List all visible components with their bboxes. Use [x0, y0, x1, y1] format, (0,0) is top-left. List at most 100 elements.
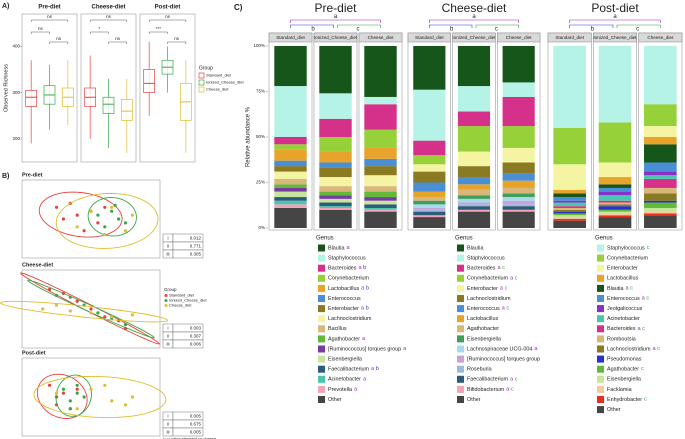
legend-swatch — [597, 406, 604, 414]
scatter-point — [103, 315, 107, 319]
legend-swatch — [597, 396, 604, 403]
legend-label: Staphylococcus — [467, 256, 505, 262]
legend-swatch — [198, 72, 205, 79]
confidence-ellipse — [55, 374, 92, 417]
scatter-point — [82, 395, 86, 399]
legend-swatch — [457, 375, 464, 383]
bar-segment — [644, 104, 677, 127]
legend-swatch — [597, 295, 604, 302]
legend-swatch — [164, 304, 168, 307]
scatter-point — [68, 309, 72, 313]
strip — [547, 32, 592, 43]
legend-title: Genus — [455, 236, 473, 242]
bar-segment — [364, 129, 397, 148]
legend-label: Faecalibacterium — [328, 367, 370, 373]
bar-segment — [364, 204, 397, 208]
legend-label: Acinetobacter — [328, 377, 361, 383]
legend-label: Enterococcus — [328, 296, 361, 302]
significance-letters: a c — [642, 296, 650, 302]
legend-label: Bacteroides — [467, 266, 496, 272]
comparison-bracket — [429, 19, 519, 23]
significance-label: ns — [47, 14, 53, 19]
scatter-point — [130, 313, 134, 317]
legend-label: Enterobacter — [328, 306, 359, 312]
bar-segment — [598, 187, 632, 192]
scatter-point — [48, 287, 52, 292]
legend-swatch — [198, 79, 205, 86]
bar-segment — [502, 162, 535, 174]
scatter-point — [89, 311, 93, 315]
significance-label: ns — [38, 26, 44, 31]
bar-segment — [364, 175, 397, 187]
legend-label: Lachnospiraceae UCG-004 — [467, 346, 532, 352]
panel-label: B) — [2, 173, 9, 180]
legend-title: Genus — [316, 236, 334, 242]
bar-segment — [457, 111, 491, 127]
legend-swatch — [457, 385, 464, 393]
legend-swatch — [597, 345, 604, 353]
significance-bracket — [89, 31, 109, 34]
comparison-bracket — [569, 24, 614, 28]
strip-label: Cheese_diet — [647, 35, 674, 40]
significance-letters: a b — [361, 286, 369, 292]
bar-segment — [502, 211, 535, 228]
bar-segment — [457, 177, 491, 185]
legend-label: Cheese_diet — [206, 87, 229, 92]
bar-segment — [502, 187, 535, 194]
confidence-ellipse — [0, 300, 169, 323]
bar-segment — [364, 211, 397, 228]
legend-label: Other — [328, 397, 342, 403]
bar-segment — [364, 207, 397, 210]
legend-label: Ionized_Cheese_diet — [169, 298, 207, 303]
legend-label: Corynebacterium — [328, 276, 370, 282]
bar-segment — [457, 204, 491, 207]
legend-title: Genus — [595, 236, 613, 242]
bar-segment — [553, 206, 586, 208]
bar-segment — [364, 200, 397, 205]
scatter-point — [89, 307, 93, 311]
legend-label: Standard_diet — [206, 73, 232, 78]
comparison-bracket — [290, 19, 381, 23]
bar-segment — [644, 200, 677, 203]
legend-swatch — [457, 305, 464, 313]
y-tick-label: 200 — [12, 136, 20, 141]
legend-label: Standard_diet — [169, 293, 195, 298]
bar-segment — [274, 184, 307, 188]
scatter-point — [75, 299, 79, 303]
legend-label: Lactobacillus — [467, 316, 498, 322]
scatter-point — [54, 205, 59, 209]
bar-segment — [502, 126, 535, 148]
legend-swatch — [318, 315, 325, 323]
significance-label: ns — [56, 36, 62, 41]
bar-segment — [502, 82, 535, 97]
scatter-point — [123, 323, 128, 327]
bar-segment — [644, 193, 677, 201]
bar-segment — [413, 182, 446, 192]
bar-segment — [644, 215, 677, 228]
significance-bracket — [148, 31, 168, 34]
bar-segment — [644, 211, 677, 214]
bar-segment — [413, 140, 446, 156]
legend-swatch — [457, 244, 464, 252]
legend-swatch — [597, 284, 604, 292]
bar-segment — [413, 89, 446, 141]
bar-segment — [319, 209, 352, 228]
legend-label: Lachnoclostridium — [467, 296, 511, 302]
comparison-bracket — [429, 24, 473, 28]
bar-segment — [413, 204, 446, 208]
legend-swatch — [318, 274, 325, 282]
bar-segment — [413, 197, 446, 201]
comparison-letter: c — [357, 27, 360, 33]
bar-segment — [598, 162, 632, 178]
comparison-letter: c — [495, 27, 498, 33]
strip-label: Ionized_Cheese_diet — [593, 35, 637, 40]
significance-letters: a b — [358, 266, 366, 272]
scatter-point — [130, 213, 134, 217]
significance-bracket — [30, 31, 50, 34]
legend-label: Lachnoclostridium — [328, 316, 372, 322]
significance-letters: a b — [361, 306, 369, 312]
bar-segment — [502, 173, 535, 181]
bar-segment — [644, 137, 677, 145]
significance-letters: a — [354, 387, 358, 393]
y-axis-label: Relative abundance % — [246, 106, 252, 167]
